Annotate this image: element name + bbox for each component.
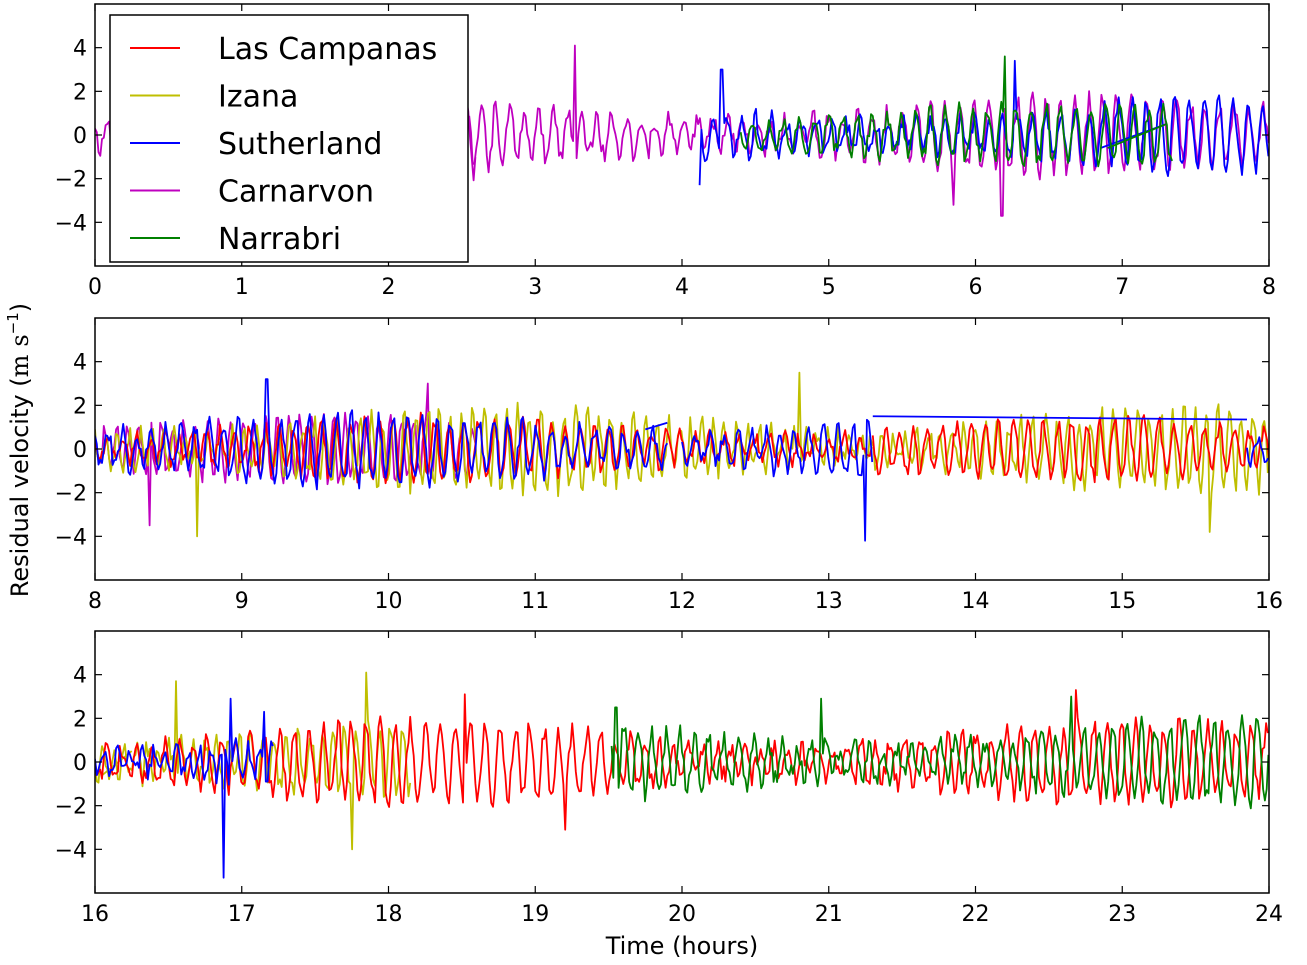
legend-item-las-campanas: Las Campanas (130, 32, 437, 67)
x-tick-label: 19 (521, 902, 549, 927)
y-tick-label: −2 (55, 795, 87, 820)
x-tick-label: 20 (668, 902, 696, 927)
x-tick-label: 3 (528, 275, 542, 300)
x-tick-label: 17 (228, 902, 256, 927)
x-tick-label: 11 (521, 589, 549, 614)
legend-label: Sutherland (218, 127, 382, 162)
series-line-sutherland (681, 418, 874, 542)
x-tick-label: 12 (668, 589, 696, 614)
series-gap-line-izana (101, 750, 133, 776)
plot-area (95, 671, 1269, 879)
series-line-las-campanas (871, 414, 1269, 484)
x-tick-label: 4 (675, 275, 689, 300)
y-axis-label-exponent: −1 (4, 312, 22, 334)
x-tick-label: 14 (962, 589, 990, 614)
y-tick-label: 0 (73, 124, 87, 149)
series-gap-line-narrabri (1107, 123, 1167, 149)
series-line-izana (95, 371, 1269, 538)
legend-label: Narrabri (218, 222, 341, 257)
series-gap-line-sutherland (872, 415, 1247, 421)
panel-2: 8 9 10 11 12 13 14 15 16 4 2 0 −2 −4 (55, 317, 1283, 614)
x-tick-label: 16 (81, 902, 109, 927)
legend-label: Izana (218, 80, 298, 115)
y-tick-label: 0 (73, 751, 87, 776)
legend-label: Las Campanas (218, 32, 437, 67)
series-line-sutherland (698, 59, 1269, 186)
x-tick-label: 10 (375, 589, 403, 614)
x-tick-label: 9 (235, 589, 249, 614)
x-tick-label: 6 (969, 275, 983, 300)
y-tick-label: 4 (73, 664, 87, 689)
x-axis-label: Time (hours) (605, 932, 759, 960)
y-axis-label-main: Residual velocity ( (6, 377, 34, 597)
y-axis-label-close: ) (6, 303, 34, 312)
y-tick-label: −4 (55, 211, 87, 236)
x-tick-label: 5 (822, 275, 836, 300)
series-line-las-campanas (95, 689, 1269, 831)
y-axis-label: Residual velocity (ms−1) (4, 303, 34, 597)
x-tick-label: 18 (375, 902, 403, 927)
x-tick-label: 1 (235, 275, 249, 300)
y-tick-label: 0 (73, 438, 87, 463)
x-tick-label: 13 (815, 589, 843, 614)
panel-1: 0 1 2 3 4 5 6 7 8 4 2 0 −2 −4 (55, 3, 1276, 300)
y-tick-label: 2 (73, 80, 87, 105)
legend-item-narrabri: Narrabri (130, 222, 341, 257)
x-tick-label: 0 (88, 275, 102, 300)
y-axis-label-unit-s: s (6, 334, 34, 346)
y-tick-label: 4 (73, 37, 87, 62)
series-line-sutherland (95, 697, 274, 879)
x-tick-label: 23 (1108, 902, 1136, 927)
legend-item-sutherland: Sutherland (130, 127, 382, 162)
y-tick-label: 4 (73, 351, 87, 376)
x-tick-label: 21 (815, 902, 843, 927)
x-tick-label: 24 (1255, 902, 1283, 927)
legend-item-carnarvon: Carnarvon (130, 175, 374, 210)
y-tick-label: −4 (55, 525, 87, 550)
y-axis-label-unit-m: m (6, 354, 34, 377)
x-tick-label: 16 (1255, 589, 1283, 614)
x-tick-label: 8 (88, 589, 102, 614)
x-tick-label: 8 (1262, 275, 1276, 300)
series-gap-line-sutherland (645, 421, 668, 431)
y-tick-label: −2 (55, 482, 87, 507)
series-line-narrabri (610, 695, 1269, 810)
x-tick-label: 2 (382, 275, 396, 300)
series-line-sutherland (1246, 436, 1269, 468)
y-tick-label: −2 (55, 168, 87, 193)
y-tick-label: −4 (55, 838, 87, 863)
plot-area (95, 371, 1269, 542)
series-line-narrabri (739, 55, 1173, 168)
legend-items: Las Campanas Izana Sutherland Carnarvon Narr… (130, 32, 437, 257)
x-tick-label: 15 (1108, 589, 1136, 614)
legend-label: Carnarvon (218, 175, 374, 210)
x-tick-label: 7 (1115, 275, 1129, 300)
legend-box (109, 14, 469, 263)
legend: Las Campanas Izana Sutherland Carnarvon Narr… (109, 14, 469, 263)
legend-item-izana: Izana (130, 80, 298, 115)
x-tick-label: 22 (962, 902, 990, 927)
y-tick-label: 2 (73, 707, 87, 732)
series-line-sutherland (95, 378, 669, 491)
y-tick-label: 2 (73, 394, 87, 419)
